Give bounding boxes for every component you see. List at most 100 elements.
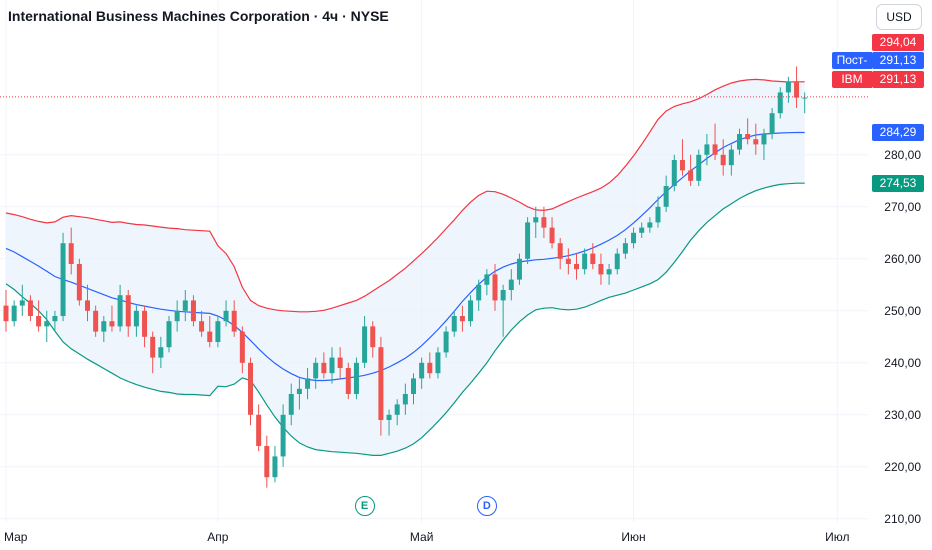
candle-body bbox=[362, 326, 368, 363]
candle-body bbox=[125, 295, 131, 327]
candle-body bbox=[484, 274, 490, 285]
candle bbox=[353, 357, 359, 400]
y-tick-label: 240,00 bbox=[884, 356, 921, 370]
candle bbox=[296, 378, 302, 410]
candle bbox=[492, 264, 498, 311]
candle bbox=[133, 305, 139, 337]
dividend-marker-letter: D bbox=[482, 500, 491, 512]
candle bbox=[158, 336, 164, 368]
dividend-event-marker[interactable]: D bbox=[476, 496, 497, 516]
candle-body bbox=[704, 144, 710, 155]
candle bbox=[174, 300, 180, 332]
candle-body bbox=[745, 134, 751, 140]
candle bbox=[525, 217, 531, 264]
candle bbox=[508, 269, 514, 301]
candle bbox=[753, 123, 759, 155]
candle bbox=[125, 290, 131, 337]
y-axis[interactable]: 210,00 220,00 230,00 240,00 250,00 260,00 270,… bbox=[884, 148, 921, 526]
y-tick-label: 230,00 bbox=[884, 408, 921, 422]
bollinger-band-fill bbox=[6, 79, 805, 456]
candle bbox=[264, 435, 270, 488]
earnings-event-marker[interactable]: E bbox=[354, 496, 375, 516]
bollinger-upper-line bbox=[5, 78, 805, 313]
candle bbox=[802, 92, 808, 114]
candle-body bbox=[150, 336, 156, 358]
candle bbox=[36, 300, 42, 332]
candle-body bbox=[663, 186, 669, 207]
x-axis[interactable]: Мар Апр Май Июн Июл bbox=[4, 530, 849, 544]
candle bbox=[402, 383, 408, 415]
candle bbox=[761, 128, 767, 160]
candle-body bbox=[606, 269, 612, 275]
candle bbox=[337, 347, 343, 379]
candle bbox=[362, 316, 368, 368]
candle bbox=[655, 196, 661, 228]
candle-body bbox=[427, 362, 433, 374]
candle bbox=[541, 206, 547, 238]
earnings-marker-letter: E bbox=[360, 500, 369, 512]
y-tick-label: 260,00 bbox=[884, 252, 921, 266]
candle bbox=[60, 232, 66, 322]
y-tick-label: 210,00 bbox=[884, 512, 921, 526]
candle bbox=[231, 300, 237, 337]
candle bbox=[606, 264, 612, 285]
candle bbox=[85, 284, 90, 322]
candle bbox=[150, 331, 156, 374]
candle bbox=[386, 409, 392, 436]
candle-body bbox=[728, 149, 734, 166]
candle bbox=[574, 253, 579, 280]
candle bbox=[109, 305, 115, 332]
candle-body bbox=[264, 446, 270, 478]
x-tick-label: Апр bbox=[207, 530, 229, 544]
candle bbox=[394, 399, 400, 426]
candle bbox=[451, 310, 457, 337]
bollinger-basis-line bbox=[5, 131, 805, 382]
candle bbox=[411, 373, 416, 405]
candle bbox=[3, 290, 9, 332]
candle-body bbox=[639, 227, 645, 233]
candle bbox=[370, 321, 376, 358]
candle-body bbox=[516, 258, 522, 280]
candle-body bbox=[541, 217, 547, 228]
candle-body bbox=[133, 310, 139, 327]
candle bbox=[19, 284, 25, 316]
candle bbox=[256, 404, 262, 452]
y-tick-label: 220,00 bbox=[884, 460, 921, 474]
candle-body bbox=[679, 160, 685, 171]
candle-body bbox=[508, 279, 514, 290]
candle bbox=[777, 87, 783, 119]
candle bbox=[419, 357, 425, 389]
candle bbox=[27, 295, 33, 322]
candle bbox=[769, 108, 775, 140]
candle-body bbox=[712, 144, 718, 155]
candle-body bbox=[598, 264, 604, 275]
candle bbox=[101, 316, 107, 342]
candle-body bbox=[394, 404, 400, 415]
candle bbox=[239, 326, 245, 374]
candle-body bbox=[182, 300, 188, 311]
candle-body bbox=[223, 310, 229, 322]
candle-body bbox=[802, 97, 808, 99]
candle bbox=[11, 300, 17, 327]
candle-body bbox=[93, 310, 99, 332]
x-tick-label: Июн bbox=[621, 530, 645, 544]
basis-price-badge: 284,29 bbox=[872, 123, 924, 141]
candle bbox=[93, 305, 99, 337]
candle bbox=[459, 305, 465, 332]
candle-body bbox=[761, 134, 767, 145]
candle-body bbox=[468, 300, 474, 322]
candle-body bbox=[52, 316, 58, 322]
candle bbox=[468, 295, 474, 327]
currency-button[interactable]: USD bbox=[876, 4, 922, 30]
post-market-tag: Пост- bbox=[832, 52, 872, 69]
candle bbox=[313, 357, 319, 389]
candle bbox=[500, 284, 506, 337]
candle bbox=[427, 352, 433, 379]
candle-body bbox=[647, 222, 653, 228]
candle-body bbox=[117, 295, 123, 327]
candle-body bbox=[753, 139, 759, 145]
candle bbox=[737, 128, 742, 155]
x-tick-label: Июл bbox=[825, 530, 849, 544]
candle-body bbox=[492, 274, 498, 301]
